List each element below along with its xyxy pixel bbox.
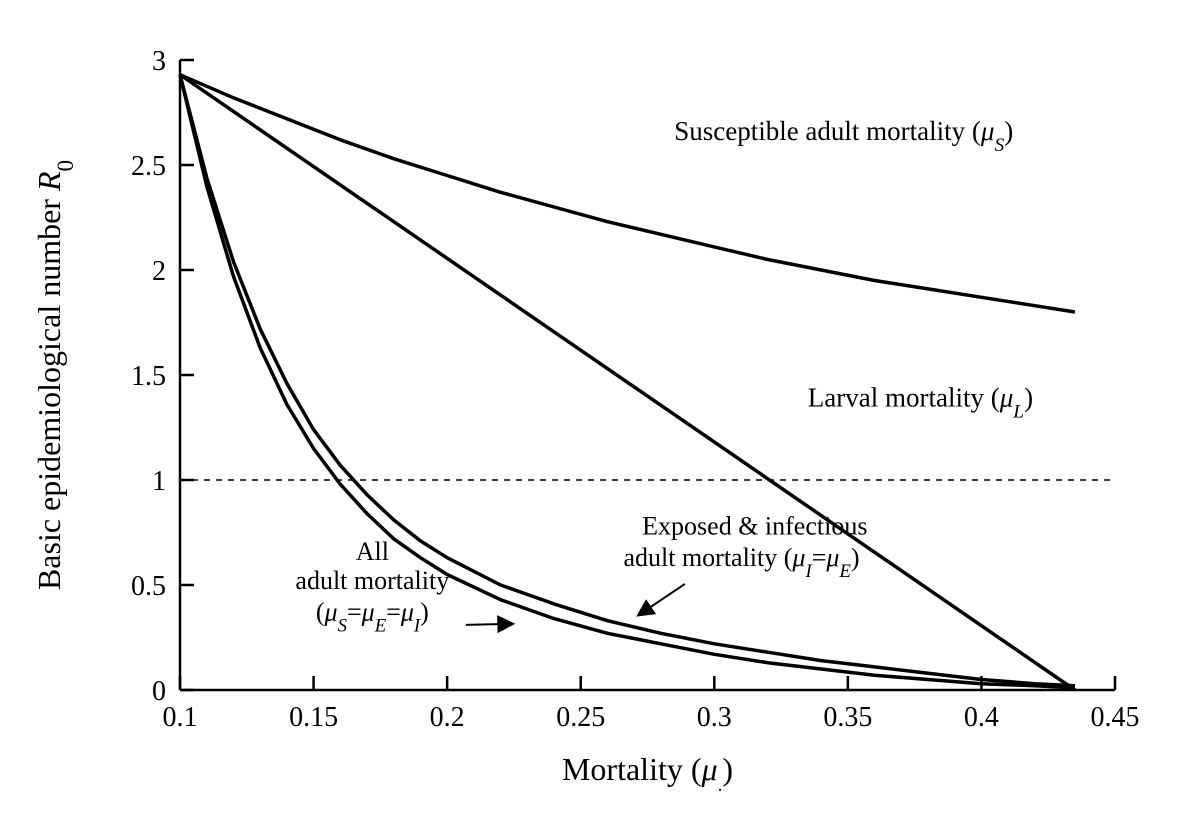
y-tick-label: 3 xyxy=(152,46,166,77)
annotation-lab_all_2: adult mortality xyxy=(295,566,449,595)
epidemiology-chart: 0.1 0.15 0.2 0.25 0.3 0.35 0.4 0.45 0 0.5 1 1.5 2 2.5… xyxy=(0,0,1200,830)
y-tick-label: 1 xyxy=(152,466,166,497)
x-tick-label: 0.15 xyxy=(289,702,338,733)
x-tick-label: 0.1 xyxy=(163,702,198,733)
x-tick-label: 0.45 xyxy=(1091,702,1140,733)
annotation-lab_all_1: All xyxy=(356,537,389,566)
x-tick-label: 0.3 xyxy=(697,702,732,733)
x-tick-label: 0.4 xyxy=(964,702,999,733)
y-tick-label: 0 xyxy=(152,676,166,707)
x-tick-label: 0.2 xyxy=(430,702,465,733)
annotation-lab_mu_IE_1: Exposed & infectious xyxy=(642,512,867,541)
y-tick-label: 0.5 xyxy=(131,571,166,602)
y-tick-label: 1.5 xyxy=(131,361,166,392)
x-tick-label: 0.35 xyxy=(823,702,872,733)
y-tick-label: 2.5 xyxy=(131,151,166,182)
y-tick-label: 2 xyxy=(152,256,166,287)
arrow-arr_all xyxy=(466,624,511,625)
x-tick-label: 0.25 xyxy=(556,702,605,733)
